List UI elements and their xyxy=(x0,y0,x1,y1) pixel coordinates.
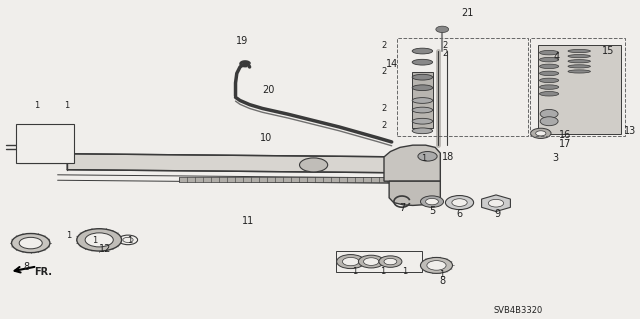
Bar xyxy=(412,72,433,128)
Text: 1: 1 xyxy=(127,236,132,245)
Bar xyxy=(179,177,403,182)
Text: 4: 4 xyxy=(554,52,560,63)
Ellipse shape xyxy=(540,85,559,89)
Text: 1: 1 xyxy=(421,154,426,163)
Text: SVB4B3320: SVB4B3320 xyxy=(494,306,543,315)
Circle shape xyxy=(540,117,558,126)
Ellipse shape xyxy=(412,59,433,65)
Text: 2: 2 xyxy=(381,41,387,50)
Polygon shape xyxy=(481,195,511,211)
Text: 14: 14 xyxy=(386,59,399,70)
Text: 2: 2 xyxy=(381,67,387,76)
Ellipse shape xyxy=(568,70,591,73)
Text: 17: 17 xyxy=(559,138,572,149)
Ellipse shape xyxy=(568,49,591,53)
Text: 16: 16 xyxy=(559,130,572,140)
Polygon shape xyxy=(67,154,410,173)
Text: 1: 1 xyxy=(92,236,97,245)
Circle shape xyxy=(379,256,402,267)
Text: 1: 1 xyxy=(353,267,358,276)
Ellipse shape xyxy=(412,98,433,103)
Ellipse shape xyxy=(540,92,559,96)
Bar xyxy=(336,251,422,272)
Ellipse shape xyxy=(540,64,559,69)
Circle shape xyxy=(420,196,444,207)
Text: 3: 3 xyxy=(552,153,559,163)
Polygon shape xyxy=(389,181,440,205)
Ellipse shape xyxy=(412,118,433,124)
Circle shape xyxy=(358,255,384,268)
Circle shape xyxy=(452,199,467,206)
Polygon shape xyxy=(384,145,440,181)
Circle shape xyxy=(436,26,449,33)
Text: 10: 10 xyxy=(259,133,272,143)
Text: 1: 1 xyxy=(439,271,444,279)
Text: 2: 2 xyxy=(443,49,448,58)
Text: 18: 18 xyxy=(442,152,454,162)
Text: 5: 5 xyxy=(429,206,435,216)
Bar xyxy=(16,124,74,163)
Circle shape xyxy=(19,237,42,249)
Circle shape xyxy=(420,257,452,273)
Ellipse shape xyxy=(540,57,559,62)
Text: 1: 1 xyxy=(380,267,385,276)
Ellipse shape xyxy=(412,74,433,80)
Bar xyxy=(538,45,621,134)
Text: 8: 8 xyxy=(440,276,446,286)
Text: 15: 15 xyxy=(602,46,614,56)
Ellipse shape xyxy=(412,85,433,91)
Circle shape xyxy=(12,234,50,253)
Ellipse shape xyxy=(568,65,591,68)
Ellipse shape xyxy=(412,48,433,54)
Circle shape xyxy=(445,196,474,210)
Circle shape xyxy=(342,257,359,266)
Circle shape xyxy=(300,158,328,172)
Circle shape xyxy=(384,258,397,265)
Ellipse shape xyxy=(540,78,559,83)
Circle shape xyxy=(531,128,551,138)
Text: 11: 11 xyxy=(242,216,255,226)
Ellipse shape xyxy=(540,50,559,55)
Ellipse shape xyxy=(412,107,433,113)
Text: FR.: FR. xyxy=(35,267,52,277)
Text: 21: 21 xyxy=(461,8,474,18)
Circle shape xyxy=(77,229,122,251)
Text: 19: 19 xyxy=(236,36,248,47)
Text: 7: 7 xyxy=(399,203,405,213)
Circle shape xyxy=(488,199,504,207)
Text: 1: 1 xyxy=(35,101,40,110)
Circle shape xyxy=(85,233,113,247)
Text: 2: 2 xyxy=(381,121,387,130)
Circle shape xyxy=(427,261,446,270)
Circle shape xyxy=(426,198,438,205)
Circle shape xyxy=(118,235,138,245)
Ellipse shape xyxy=(540,71,559,76)
Circle shape xyxy=(540,109,558,118)
Ellipse shape xyxy=(568,55,591,58)
Text: 2: 2 xyxy=(381,104,387,113)
Text: 20: 20 xyxy=(262,85,275,95)
Circle shape xyxy=(418,152,437,161)
Text: 9: 9 xyxy=(495,209,501,219)
Ellipse shape xyxy=(412,128,433,134)
Circle shape xyxy=(364,258,379,265)
Text: 13: 13 xyxy=(624,126,637,136)
Text: 2: 2 xyxy=(443,41,448,50)
Text: 1: 1 xyxy=(65,101,70,110)
Text: 8: 8 xyxy=(24,262,30,272)
Circle shape xyxy=(536,131,546,136)
Ellipse shape xyxy=(568,60,591,63)
Text: 1: 1 xyxy=(67,231,72,240)
Bar xyxy=(397,38,528,136)
Circle shape xyxy=(337,255,365,269)
Text: 6: 6 xyxy=(456,209,463,219)
Text: 12: 12 xyxy=(99,244,112,255)
Bar xyxy=(530,38,625,136)
Text: 1: 1 xyxy=(402,267,407,276)
Bar xyxy=(19,128,67,163)
